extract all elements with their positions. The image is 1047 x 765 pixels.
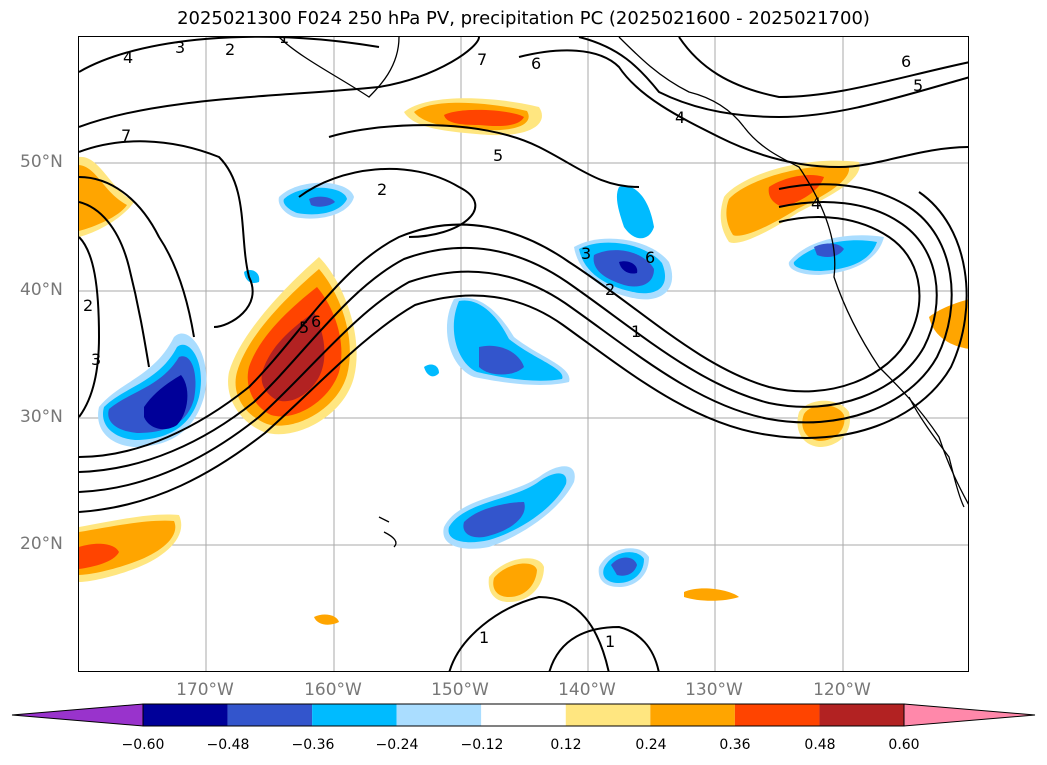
contour-label: 5 — [913, 76, 923, 95]
colorbar-tick: −0.12 — [460, 737, 504, 753]
colorbar-extend-right — [903, 703, 1036, 727]
contour-labels: 4 3 2 1 7 6 6 5 7 5 2 3 6 2 1 4 4 5 6 2 … — [83, 37, 923, 651]
lon-label-160w: 160°W — [304, 680, 362, 700]
pv-contours — [79, 37, 968, 671]
colorbar-tick: 0.36 — [719, 737, 751, 753]
contour-label: 7 — [121, 126, 131, 145]
lon-label-120w: 120°W — [813, 680, 871, 700]
map-canvas: 4 3 2 1 7 6 6 5 7 5 2 3 6 2 1 4 4 5 6 2 … — [79, 37, 968, 671]
contour-label: 5 — [493, 146, 503, 165]
colorbar-cell — [650, 704, 735, 726]
precip-fills — [79, 98, 968, 625]
colorbar-cells — [143, 704, 904, 726]
map-panel: 4 3 2 1 7 6 6 5 7 5 2 3 6 2 1 4 4 5 6 2 … — [78, 36, 969, 672]
colorbar-cell — [227, 704, 313, 726]
colorbar-tick: 0.48 — [804, 737, 836, 753]
contour-label: 7 — [477, 50, 487, 69]
contour-label: 4 — [675, 108, 685, 127]
contour-label: 6 — [311, 312, 321, 331]
coastlines — [278, 37, 968, 548]
colorbar-tick: −0.48 — [206, 737, 250, 753]
contour-label: 2 — [83, 296, 93, 315]
colorbar-tick: 0.24 — [635, 737, 667, 753]
lat-label-20n: 20°N — [20, 534, 63, 554]
contour-label: 1 — [279, 37, 289, 47]
colorbar-cell — [734, 704, 820, 726]
contour-label: 1 — [605, 632, 615, 651]
lon-label-150w: 150°W — [431, 680, 489, 700]
contour-label: 1 — [631, 322, 641, 341]
lat-label-50n: 50°N — [20, 152, 63, 172]
colorbar-cell — [819, 704, 904, 726]
contour-label: 5 — [299, 318, 309, 337]
colorbar-cell — [143, 704, 228, 726]
contour-label: 6 — [531, 54, 541, 73]
colorbar-tick: −0.36 — [291, 737, 335, 753]
colorbar-cell — [565, 704, 651, 726]
contour-label: 4 — [811, 194, 821, 213]
colorbar-tick: −0.60 — [121, 737, 165, 753]
contour-label: 2 — [605, 280, 615, 299]
lon-label-170w: 170°W — [176, 680, 234, 700]
colorbar-cell — [396, 704, 482, 726]
colorbar-extend-left — [11, 703, 144, 727]
colorbar-cell — [481, 704, 566, 726]
contour-label: 1 — [479, 628, 489, 647]
contour-label: 3 — [91, 350, 101, 369]
lon-label-130w: 130°W — [685, 680, 743, 700]
map-title: 2025021300 F024 250 hPa PV, precipitatio… — [177, 8, 870, 29]
colorbar-tick: 0.12 — [550, 737, 582, 753]
colorbar-tick: 0.60 — [888, 737, 920, 753]
lon-label-140w: 140°W — [558, 680, 616, 700]
colorbar-tick: −0.24 — [375, 737, 419, 753]
colorbar-cell — [312, 704, 397, 726]
contour-label: 2 — [377, 180, 387, 199]
contour-label: 4 — [123, 48, 133, 67]
contour-label: 3 — [175, 38, 185, 57]
lat-label-30n: 30°N — [20, 407, 63, 427]
contour-label: 6 — [645, 248, 655, 267]
colorbar — [11, 703, 1036, 727]
lat-label-40n: 40°N — [20, 280, 63, 300]
contour-label: 3 — [581, 244, 591, 263]
contour-label: 6 — [901, 52, 911, 71]
contour-label: 2 — [225, 40, 235, 59]
